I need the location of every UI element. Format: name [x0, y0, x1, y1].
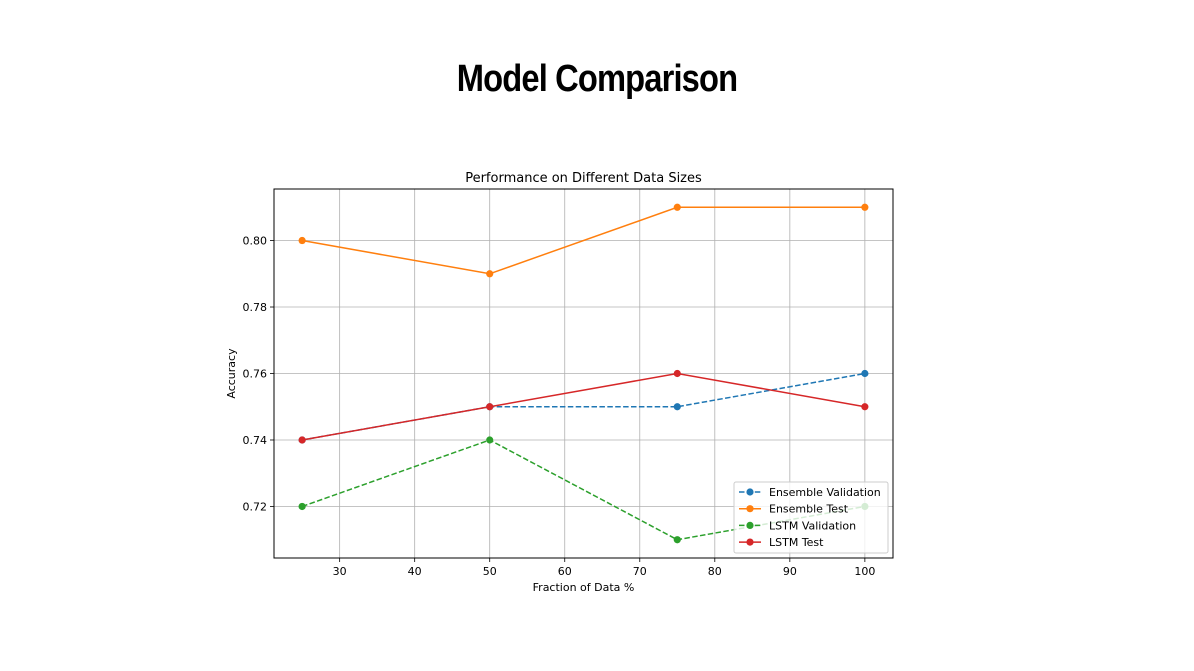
legend-marker — [746, 538, 754, 546]
chart-legend: Ensemble Validation Ensemble Test LSTM Val… — [733, 481, 889, 554]
data-point — [673, 536, 681, 544]
page-title: Model Comparison — [456, 58, 738, 100]
series-line — [302, 372, 865, 441]
series-line — [302, 372, 865, 441]
x-tick-label: 80 — [708, 565, 722, 578]
x-tick-label: 60 — [558, 565, 572, 578]
series-lstm-test — [298, 369, 869, 444]
data-point — [673, 403, 681, 411]
axis-ticks: 30 40 50 60 70 80 90 100 0.72 0.74 0.76 0.78 0.80 — [243, 235, 876, 578]
data-point — [861, 369, 869, 378]
x-tick-label: 50 — [483, 565, 497, 578]
legend-item-lstm-test: LSTM Test — [739, 536, 824, 549]
chart-title: Performance on Different Data Sizes — [465, 171, 702, 186]
series-line — [302, 206, 865, 275]
data-point — [673, 369, 681, 378]
legend-marker — [746, 505, 754, 513]
legend-marker — [746, 521, 754, 530]
x-tick-label: 90 — [783, 565, 797, 578]
legend-label: LSTM Validation — [769, 519, 856, 532]
x-tick-label: 70 — [633, 565, 647, 578]
data-point — [298, 436, 306, 444]
data-point — [298, 236, 306, 245]
y-tick-label: 0.72 — [243, 500, 268, 513]
series-ensemble-validation — [298, 369, 869, 444]
legend-item-ensemble-validation: Ensemble Validation — [739, 486, 881, 499]
y-tick-label: 0.74 — [243, 434, 268, 447]
legend-item-ensemble-test: Ensemble Test — [739, 503, 849, 516]
y-tick-label: 0.80 — [243, 235, 268, 248]
series-ensemble-test — [298, 203, 869, 278]
data-point — [486, 436, 494, 444]
legend-item-lstm-validation: LSTM Validation — [739, 519, 856, 532]
data-point — [861, 203, 869, 211]
y-tick-label: 0.76 — [243, 368, 268, 381]
legend-label: Ensemble Test — [769, 503, 849, 516]
legend-box — [733, 481, 889, 554]
data-point — [673, 203, 681, 211]
legend-marker — [746, 488, 754, 496]
legend-label: LSTM Test — [769, 536, 824, 549]
x-tick-label: 30 — [333, 565, 347, 578]
x-tick-label: 100 — [854, 565, 875, 578]
data-point — [486, 403, 494, 411]
x-tick-label: 40 — [408, 565, 422, 578]
legend-label: Ensemble Validation — [769, 486, 881, 499]
x-axis-label: Fraction of Data % — [533, 581, 635, 594]
data-point — [298, 502, 306, 511]
grid-lines — [274, 189, 893, 558]
y-axis-label: Accuracy — [225, 348, 238, 399]
data-point — [861, 403, 869, 411]
data-point — [486, 270, 494, 278]
y-tick-label: 0.78 — [243, 301, 268, 314]
